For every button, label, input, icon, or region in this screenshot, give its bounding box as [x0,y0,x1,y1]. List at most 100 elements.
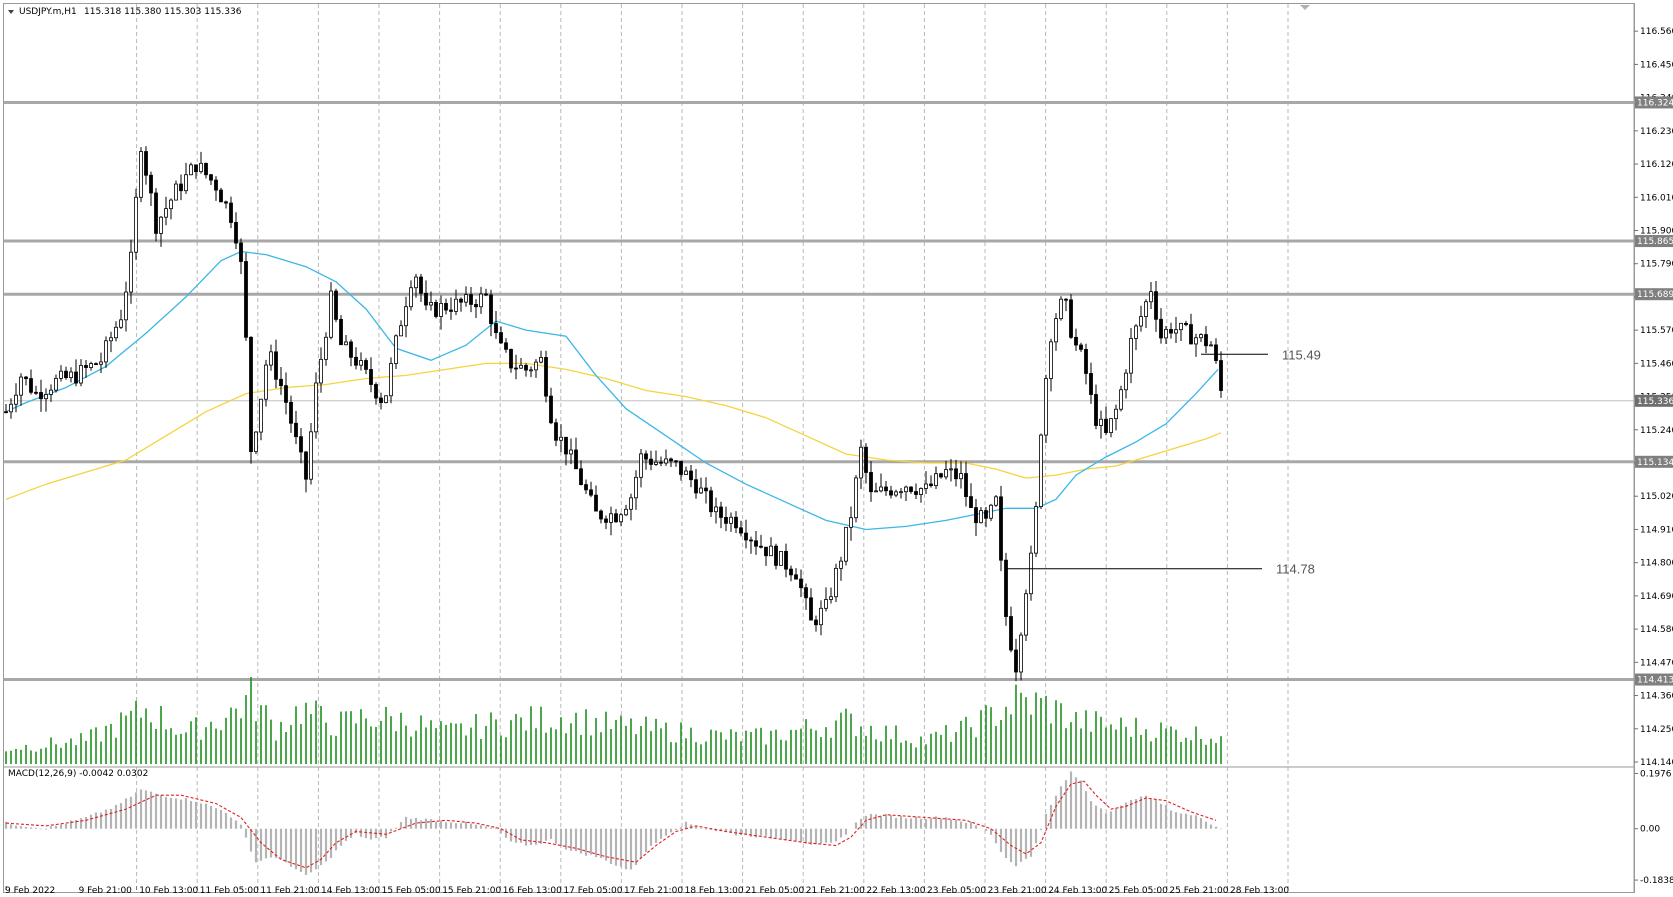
candle-body [1134,325,1138,339]
candle-body [339,318,343,346]
candle [719,501,723,529]
candle-body [1109,418,1113,434]
candle-body [449,309,453,312]
candle-body [934,473,938,487]
price-tick-label: 116.450 [1640,60,1673,70]
time-tick-label: 11 Feb 05:00 [200,886,259,896]
level-price-tag [1635,673,1673,686]
candle-body [239,242,243,262]
candle-body [989,504,993,519]
candle [999,485,1003,572]
candle-body [379,397,383,404]
candle-body [759,545,763,548]
candle [579,460,583,486]
candle [1119,385,1123,412]
price-tick-label: 116.230 [1640,127,1673,137]
chart-frame [3,3,1635,893]
candle-body [1149,291,1153,303]
candle-body [104,340,108,363]
candle [479,286,483,314]
price-tick-label: 116.120 [1640,160,1673,170]
candle [34,385,38,395]
candle [334,288,338,323]
candle-body [44,393,48,400]
candle [694,468,698,499]
candle [734,511,738,533]
candle [1019,632,1023,681]
candle [809,588,813,621]
candle [704,477,708,504]
level-price-tag-label: 115.134 [1637,458,1673,468]
candle-body [1019,634,1023,673]
candle [924,471,928,494]
candle-body [584,484,588,491]
candle [1159,308,1163,344]
candle [849,506,853,541]
candle-body [814,619,818,626]
candle [859,439,863,490]
candle [359,352,363,371]
candle-body [844,526,848,562]
price-tick-label: 114.360 [1640,692,1673,702]
candle-body [419,276,423,294]
candle [144,146,148,185]
current-price-tag [1635,394,1673,407]
candle-body [639,453,643,478]
candle [234,212,238,250]
candle-body [749,539,753,542]
candle-body [559,436,563,441]
candle [384,395,388,404]
time-tick-label: 15 Feb 05:00 [382,886,441,896]
candle [459,297,463,312]
candle [1014,638,1018,682]
candle [454,289,458,316]
level-price-tag-label: 115.865 [1637,237,1673,247]
candle [494,310,498,339]
candle [729,512,733,532]
candle [1129,327,1133,384]
candle [259,398,263,441]
candle [1064,298,1068,312]
candle [269,344,273,371]
level-price-tag-label: 114.413 [1637,676,1673,686]
candle [869,461,873,502]
candle-body [299,436,303,453]
candle-body [689,470,693,481]
time-axis: 9 Feb 2022 9 Feb 21:00 10 Feb 13:00 11 Feb … [5,886,1289,896]
candle [1079,342,1083,352]
candle-body [469,294,473,305]
candle [759,534,763,549]
candle-body [424,292,428,306]
candle-body [334,290,338,320]
candle [109,331,113,353]
candle [14,383,18,413]
candle [929,475,933,488]
price-tick-label: 115.020 [1640,492,1673,502]
candle [854,475,858,523]
chart-shift-marker-icon[interactable] [1300,5,1310,10]
annotation-lines[interactable]: 115.49 114.78 [1006,347,1321,577]
candle [164,196,168,226]
candle [934,466,938,490]
candle [79,359,83,387]
candles [4,146,1223,682]
ma-lines [5,250,1222,531]
candle-body [889,490,893,496]
price-tick-label: 115.240 [1640,426,1673,436]
candle-body [829,596,833,600]
candle-body [659,461,663,464]
candle-body [794,574,798,580]
candle [254,431,258,455]
candle-body [1209,344,1213,347]
symbol-dropdown-icon[interactable] [8,10,14,14]
candle [524,363,528,377]
candle-body [524,364,528,371]
candle [329,282,333,340]
candle-body [879,486,883,492]
price-tick-label: 115.790 [1640,260,1673,270]
candle-body [1014,649,1018,673]
candle [374,382,378,405]
candle [629,493,633,521]
time-tick-label: 10 Feb 13:00 [139,886,198,896]
